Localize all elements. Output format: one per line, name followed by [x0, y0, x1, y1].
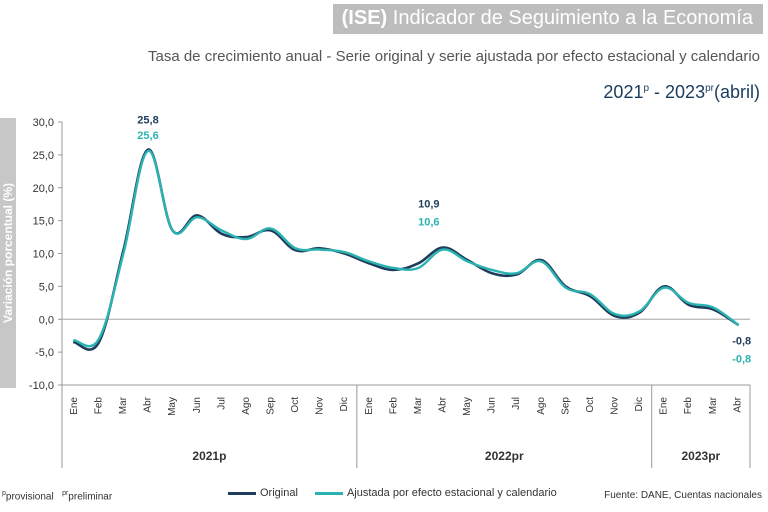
legend-swatch-ajustada	[314, 491, 343, 495]
x-tick-label: Ene	[364, 397, 375, 415]
data-label-original: -0,8	[732, 336, 751, 348]
x-tick-label: Oct	[290, 397, 301, 413]
title-text: Indicador de Seguimiento a la Economía	[392, 7, 753, 29]
x-tick-label: Ago	[536, 397, 547, 415]
footnote: pprovisional prpreliminar	[2, 490, 112, 502]
group-label: 2021p	[192, 449, 226, 463]
x-tick-label: Nov	[609, 397, 620, 415]
period-end: 2023	[665, 82, 706, 102]
data-label-ajustada: 10,6	[418, 217, 439, 229]
page-title: (ISE) Indicador de Seguimiento a la Econ…	[342, 7, 753, 30]
x-tick-label: Mar	[708, 396, 719, 414]
series-line-ajustada	[73, 149, 739, 348]
y-tick-label: -5,0	[35, 347, 54, 359]
legend-label-original: Original	[260, 487, 298, 499]
x-tick-label: May	[167, 397, 178, 416]
header-banner: (ISE) Indicador de Seguimiento a la Econ…	[333, 4, 763, 34]
y-tick-label: 10,0	[33, 249, 54, 261]
x-tick-label: Jul	[216, 397, 227, 410]
y-tick-label: 30,0	[33, 117, 54, 129]
legend-label-ajustada: Ajustada por efecto estacional y calenda…	[346, 487, 557, 499]
x-tick-label: Abr	[143, 396, 154, 412]
x-tick-label: Feb	[93, 397, 104, 415]
group-label: 2023pr	[682, 449, 721, 463]
data-label-ajustada: -0,8	[732, 354, 751, 366]
legend: Original Ajustada por efecto estacional …	[228, 487, 571, 499]
period-separator: -	[649, 82, 666, 102]
x-tick-label: Dic	[339, 397, 350, 411]
legend-swatch-original	[228, 491, 256, 495]
source-note: Fuente: DANE, Cuentas nacionales	[604, 490, 762, 501]
legend-item-original: Original	[228, 487, 298, 499]
period-range: 2021p - 2023pr(abril)	[603, 82, 760, 103]
x-tick-label: Feb	[388, 397, 399, 415]
x-tick-label: Nov	[315, 397, 326, 415]
data-label-ajustada: 25,6	[137, 130, 158, 142]
chart-subtitle: Tasa de crecimiento anual - Serie origin…	[147, 48, 760, 65]
x-tick-label: Sep	[265, 397, 276, 415]
period-end-sup: pr	[705, 83, 714, 94]
data-label-original: 25,8	[137, 115, 158, 127]
legend-item-ajustada: Ajustada por efecto estacional y calenda…	[314, 487, 557, 499]
x-tick-label: May	[462, 397, 473, 416]
footnote-pr-sup: pr	[62, 490, 69, 497]
period-start-sup: p	[643, 83, 650, 94]
x-tick-label: Jun	[487, 397, 498, 413]
period-start: 2021	[603, 82, 644, 102]
y-axis-label-box	[0, 118, 16, 388]
y-tick-label: 0,0	[39, 314, 54, 326]
group-label: 2022pr	[485, 449, 524, 463]
x-tick-label: Ene	[659, 397, 670, 415]
data-label-original: 10,9	[418, 199, 439, 211]
footnote-pr-text: preliminar	[68, 491, 113, 503]
x-tick-label: Mar	[413, 396, 424, 414]
x-tick-label: Dic	[634, 397, 645, 411]
period-end-note: (abril)	[713, 82, 760, 102]
x-tick-label: Jul	[511, 397, 522, 410]
x-tick-label: Abr	[437, 396, 448, 412]
footnote-p-text: provisional	[5, 491, 54, 503]
y-tick-label: 15,0	[33, 216, 54, 228]
x-tick-label: Mar	[118, 396, 129, 414]
x-tick-label: Ago	[241, 397, 252, 415]
y-tick-label: 20,0	[33, 183, 54, 195]
y-tick-label: 5,0	[39, 281, 54, 293]
x-tick-label: Jun	[192, 397, 203, 413]
y-tick-label: 25,0	[33, 150, 54, 162]
x-tick-label: Ene	[69, 397, 80, 415]
title-prefix: (ISE)	[341, 7, 388, 29]
x-tick-label: Abr	[732, 396, 743, 412]
footnote-p-sup: p	[2, 490, 6, 497]
x-tick-label: Oct	[585, 397, 596, 413]
x-tick-label: Sep	[560, 397, 571, 415]
y-tick-label: -10,0	[29, 380, 54, 392]
x-tick-label: Feb	[683, 397, 694, 415]
